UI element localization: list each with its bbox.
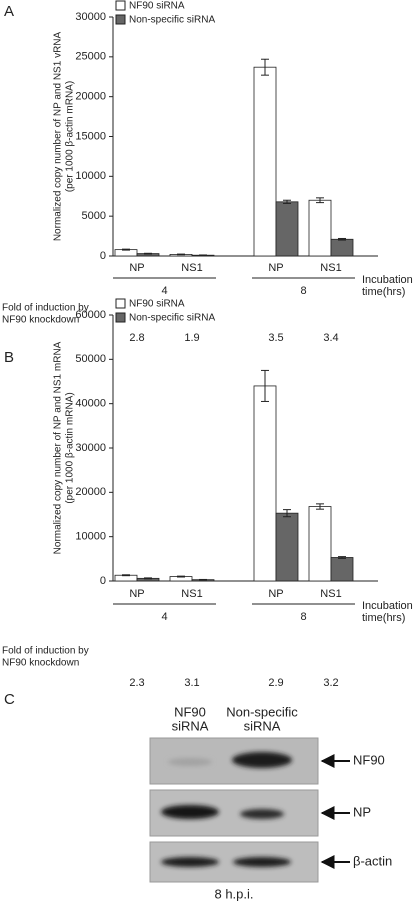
footer: 8 h.p.i. [214,886,253,901]
column-label: siRNA [244,718,281,733]
panel-label: C [4,691,15,708]
fold-label: Fold of induction by [2,303,89,314]
group-label: 8 [300,285,306,297]
error-bar [144,252,152,255]
y-tick-label: 30000 [75,11,106,23]
error-bar [122,248,130,251]
x-tick-label: NS1 [181,588,202,600]
fold-label: NF90 knockdown [2,315,79,326]
y-tick-label: 5000 [82,210,106,222]
error-bar [144,577,152,580]
y-axis-label: Normalized copy number of NP and NS1 vRN… [53,31,64,241]
bar [253,66,277,257]
bar [253,385,277,582]
fold-label: NF90 knockdown [2,658,79,669]
y-tick-label: 50000 [75,353,106,365]
y-tick-label: 15000 [75,130,106,142]
fold-value: 2.9 [268,677,283,689]
y-axis-label: Normalized copy number of NP and NS1 mRN… [53,341,64,554]
row-label: NP [353,804,371,819]
column-label: NF90 [174,704,206,719]
bar [330,238,354,257]
y-tick-label: 40000 [75,398,106,410]
legend-label: NF90 siRNA [129,1,185,12]
group-label: 4 [161,285,167,297]
fold-value: 2.8 [129,332,144,344]
fold-label: Fold of induction by [2,646,89,657]
blot [149,737,319,883]
error-bar [283,509,291,518]
error-bar [283,199,291,204]
group-axis-label: time(hrs) [362,286,405,298]
x-tick-label: NS1 [181,262,202,274]
legend-swatch [115,14,126,25]
band [161,805,219,819]
legend-swatch [115,0,126,11]
bar [275,201,299,257]
panel-label: B [4,349,14,366]
fold-value: 3.2 [323,677,338,689]
error-bar [316,503,324,510]
bar [330,557,354,582]
x-tick-label: NP [129,588,144,600]
y-tick-label: 25000 [75,51,106,63]
y-tick-label: 0 [100,250,106,262]
error-bar [338,237,346,241]
fold-value: 1.9 [184,332,199,344]
error-bar [177,575,185,578]
y-axis-label: (per 1000 β-actin mRNA) [65,392,76,503]
fold-value: 2.3 [129,677,144,689]
group-axis-label: time(hrs) [362,612,405,624]
y-tick-label: 10000 [75,170,106,182]
error-bar [177,253,185,256]
error-bar [316,197,324,204]
error-bar [122,574,130,577]
legend-label: Non-specific siRNA [129,313,215,324]
x-tick-label: NS1 [320,588,341,600]
error-bar [338,556,346,559]
legend-label: NF90 siRNA [129,299,185,310]
group-label: 8 [300,611,306,623]
legend-swatch [115,312,126,323]
y-tick-label: 20000 [75,91,106,103]
y-tick-label: 30000 [75,442,106,454]
x-tick-label: NS1 [320,262,341,274]
y-tick-label: 10000 [75,531,106,543]
band [161,857,219,867]
x-tick-label: NP [129,262,144,274]
bar [308,506,332,582]
bar [308,199,332,257]
y-tick-label: 0 [100,575,106,587]
fold-value: 3.4 [323,332,338,344]
group-axis-label: Incubation [362,274,413,286]
legend-label: Non-specific siRNA [129,15,215,26]
panel-label: A [4,3,14,20]
fold-value: 3.1 [184,677,199,689]
column-label: Non-specific [226,704,298,719]
band [240,809,284,819]
legend-swatch [115,298,126,309]
error-bar [261,58,269,76]
row-label: β-actin [353,853,392,868]
group-label: 4 [161,611,167,623]
band [168,758,212,766]
group-axis-label: Incubation [362,600,413,612]
x-tick-label: NP [268,588,283,600]
y-axis-label: (per 1000 β-actin mRNA) [65,81,76,192]
y-tick-label: 20000 [75,486,106,498]
band [233,857,291,867]
row-label: NF90 [353,752,385,767]
bar [275,512,299,582]
x-tick-label: NP [268,262,283,274]
band [232,752,292,768]
error-bar [261,369,269,402]
column-label: siRNA [172,718,209,733]
fold-value: 3.5 [268,332,283,344]
y-tick-label: 60000 [75,309,106,321]
